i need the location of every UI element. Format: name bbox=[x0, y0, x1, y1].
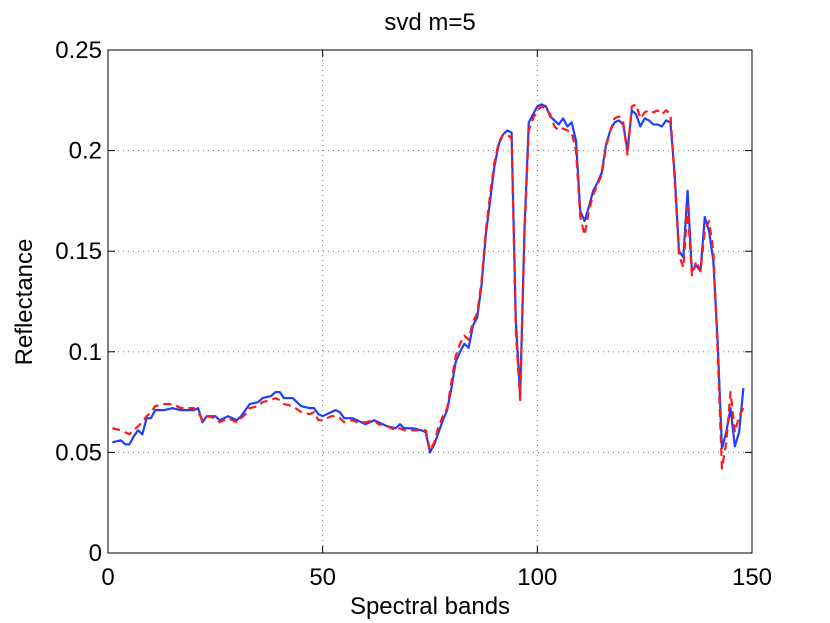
y-tick-label: 0.25 bbox=[55, 37, 102, 64]
series-line bbox=[112, 103, 745, 470]
x-tick-label: 150 bbox=[732, 564, 772, 591]
y-tick-label: 0.2 bbox=[69, 138, 102, 165]
x-tick-label: 50 bbox=[309, 564, 336, 591]
y-tick-label: 0.15 bbox=[55, 238, 102, 265]
y-tick-label: 0.05 bbox=[55, 439, 102, 466]
y-tick-label: 0.1 bbox=[69, 339, 102, 366]
chart-title: svd m=5 bbox=[384, 9, 475, 36]
series-line bbox=[112, 103, 745, 454]
plot-frame bbox=[107, 49, 753, 554]
y-tick-label: 0 bbox=[89, 540, 102, 567]
x-axis-label: Spectral bands bbox=[350, 593, 510, 620]
y-axis-label: Reflectance bbox=[11, 239, 38, 366]
x-tick-label: 100 bbox=[517, 564, 557, 591]
x-tick-label: 0 bbox=[101, 564, 114, 591]
